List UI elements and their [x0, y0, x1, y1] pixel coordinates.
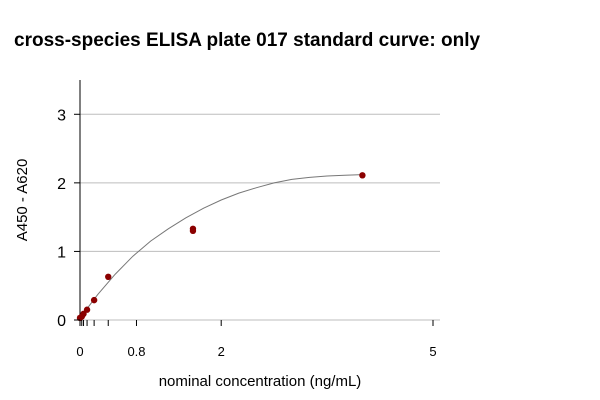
x-axis-label: nominal concentration (ng/mL)	[159, 373, 362, 390]
y-tick-label: 0	[57, 313, 66, 330]
y-tick-label: 1	[57, 244, 66, 261]
data-point	[359, 172, 366, 179]
grid	[80, 113, 440, 321]
data-points	[76, 172, 366, 322]
y-tick-label: 3	[57, 107, 66, 124]
chart-title: cross-species ELISA plate 017 standard c…	[14, 30, 481, 51]
y-axis-label: A450 - A620	[14, 159, 31, 242]
x-tick-label: 0	[76, 344, 83, 359]
data-point	[189, 225, 197, 232]
x-tick-label: 2	[218, 344, 225, 359]
fit-curve	[79, 174, 363, 319]
data-point	[83, 306, 91, 313]
fit-curve-group	[79, 174, 363, 319]
data-point	[105, 273, 112, 280]
tick-labels: 0 1 2 3 0 0.8 2 5	[57, 107, 437, 359]
x-tick-label: 5	[429, 344, 436, 359]
y-tick-label: 2	[57, 176, 66, 193]
data-point	[90, 296, 98, 304]
x-tick-label: 0.8	[127, 344, 145, 359]
